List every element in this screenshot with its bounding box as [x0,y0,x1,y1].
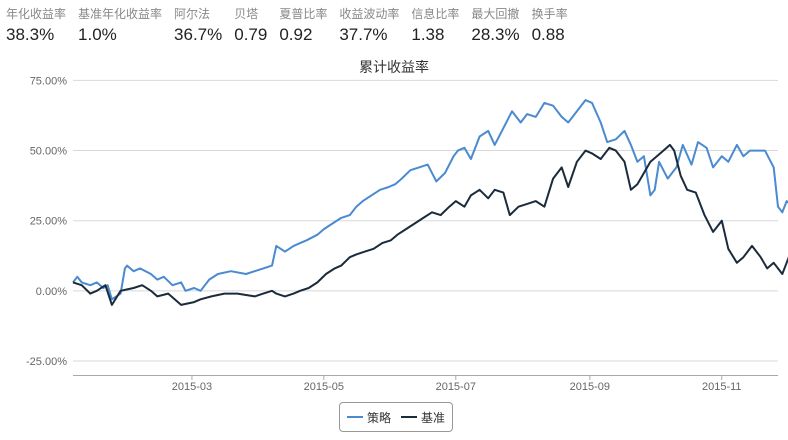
stats-bar: 年化收益率 38.3% 基准年化收益率 1.0% 阿尔法 36.7% 贝塔 0.… [6,6,580,46]
y-tick-label: -25.00% [26,356,67,368]
stat-value: 0.92 [279,25,313,44]
y-tick-label: 0.00% [36,286,67,298]
stat-value: 1.0% [78,25,117,44]
x-tick-label: 2015-11 [702,381,742,393]
x-tick-label: 2015-09 [570,381,610,393]
legend-label-strategy: 策略 [366,410,391,425]
chart-title: 累计收益率 [359,59,429,75]
stat-beta: 贝塔 0.79 [234,6,267,46]
stat-value: 1.38 [411,25,445,44]
stat-value: 0.88 [531,25,565,44]
stat-label: 贝塔 [234,7,259,21]
stat-label: 年化收益率 [6,7,67,21]
stat-label: 最大回撤 [471,7,520,21]
stat-turnover: 换手率 0.88 [532,6,568,46]
stat-information-ratio: 信息比率 1.38 [411,6,459,46]
stat-label: 收益波动率 [339,7,400,21]
stat-label: 换手率 [531,7,568,21]
x-tick-label: 2015-07 [436,381,476,393]
stat-label: 信息比率 [411,7,460,21]
axis-layer: -25.00% 0.00% 25.00% 50.00% 75.00% 2015-03 201… [26,75,778,393]
legend-item-benchmark[interactable]: 基准 [401,409,445,426]
stat-label: 基准年化收益率 [78,7,163,21]
stat-benchmark-annual-return: 基准年化收益率 1.0% [78,6,162,46]
stat-volatility: 收益波动率 37.7% [339,6,399,46]
y-tick-label: 25.00% [30,216,68,228]
strategy-line [72,99,788,301]
stat-max-drawdown: 最大回撤 28.3% [471,6,519,46]
series-layer [72,99,788,306]
y-tick-label: 75.00% [30,75,68,87]
legend-item-strategy[interactable]: 策略 [346,409,391,426]
stat-value: 0.79 [234,25,268,44]
stat-alpha: 阿尔法 36.7% [174,6,222,46]
y-tick-label: 50.00% [30,146,68,158]
legend-swatch-strategy [346,416,363,418]
x-tick-label: 2015-03 [172,381,212,393]
legend-label-benchmark: 基准 [421,410,446,425]
stat-value: 36.7% [174,25,223,44]
stat-label: 阿尔法 [174,7,211,21]
stat-annual-return: 年化收益率 38.3% [6,6,66,46]
stat-value: 38.3% [6,25,55,44]
benchmark-line [72,143,788,306]
stat-label: 夏普比率 [279,7,328,21]
stat-sharpe: 夏普比率 0.92 [279,6,327,46]
stat-value: 28.3% [471,25,520,44]
grid-layer [73,79,778,362]
legend-swatch-benchmark [401,416,417,418]
legend: 策略 基准 [339,402,453,432]
stat-value: 37.7% [339,25,388,44]
x-tick-label: 2015-05 [304,381,344,393]
